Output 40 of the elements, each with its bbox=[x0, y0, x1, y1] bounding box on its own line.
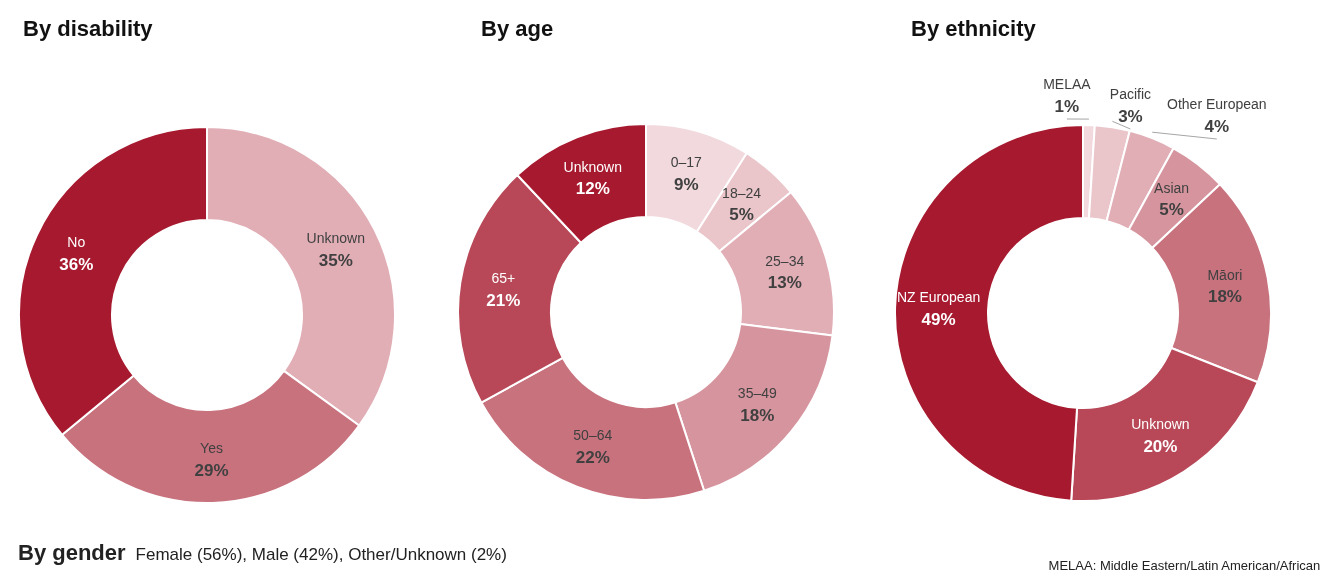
data-label: 20% bbox=[1143, 436, 1178, 456]
slice-label: No bbox=[67, 234, 86, 251]
slice-label: Asian bbox=[1154, 179, 1190, 196]
slice-label: 35–49 bbox=[737, 385, 778, 402]
data-label: 13% bbox=[767, 273, 802, 293]
data-label: 29% bbox=[194, 460, 229, 480]
chart-title: By ethnicity bbox=[911, 15, 1037, 41]
data-label: 12% bbox=[575, 179, 610, 199]
data-label: 18% bbox=[1207, 287, 1242, 307]
data-label: 18% bbox=[740, 405, 775, 425]
slice-label: MELAA bbox=[1043, 76, 1092, 92]
data-label: 9% bbox=[674, 174, 699, 194]
text: Female (56%), Male (42%), Other/Unknown (2%) bbox=[135, 545, 507, 564]
slice-label: Unknown bbox=[306, 230, 365, 247]
slice-label: Māori bbox=[1207, 266, 1243, 283]
data-label: 22% bbox=[575, 447, 610, 467]
slice-label: Pacific bbox=[1109, 86, 1152, 102]
data-label: 3% bbox=[1118, 106, 1143, 126]
slice-label: NZ European bbox=[896, 289, 981, 306]
chart-title: By disability bbox=[23, 15, 154, 41]
slice-label: Other European bbox=[1167, 96, 1267, 112]
slice-label: Unknown bbox=[1131, 416, 1190, 433]
data-label: 5% bbox=[729, 205, 754, 225]
data-label: 36% bbox=[59, 254, 94, 274]
slice-label: 0–17 bbox=[670, 154, 703, 171]
slice-label: 50–64 bbox=[573, 427, 613, 444]
slice-label: 18–24 bbox=[722, 184, 762, 201]
data-label: 4% bbox=[1204, 116, 1230, 136]
data-label: 21% bbox=[486, 290, 521, 310]
chart-title: By age bbox=[481, 15, 554, 41]
data-label: 35% bbox=[318, 250, 353, 270]
slice-label: 25–34 bbox=[765, 252, 805, 269]
data-label: 1% bbox=[1054, 96, 1080, 116]
slice-label: 65+ bbox=[491, 270, 516, 287]
data-label: 49% bbox=[921, 309, 956, 329]
slice-label: Yes bbox=[200, 440, 223, 457]
slice-label: Unknown bbox=[563, 158, 622, 175]
data-label: 5% bbox=[1159, 200, 1184, 220]
text: By gender bbox=[18, 540, 126, 565]
text: MELAA: Middle Eastern/Latin American/African bbox=[1048, 558, 1321, 573]
